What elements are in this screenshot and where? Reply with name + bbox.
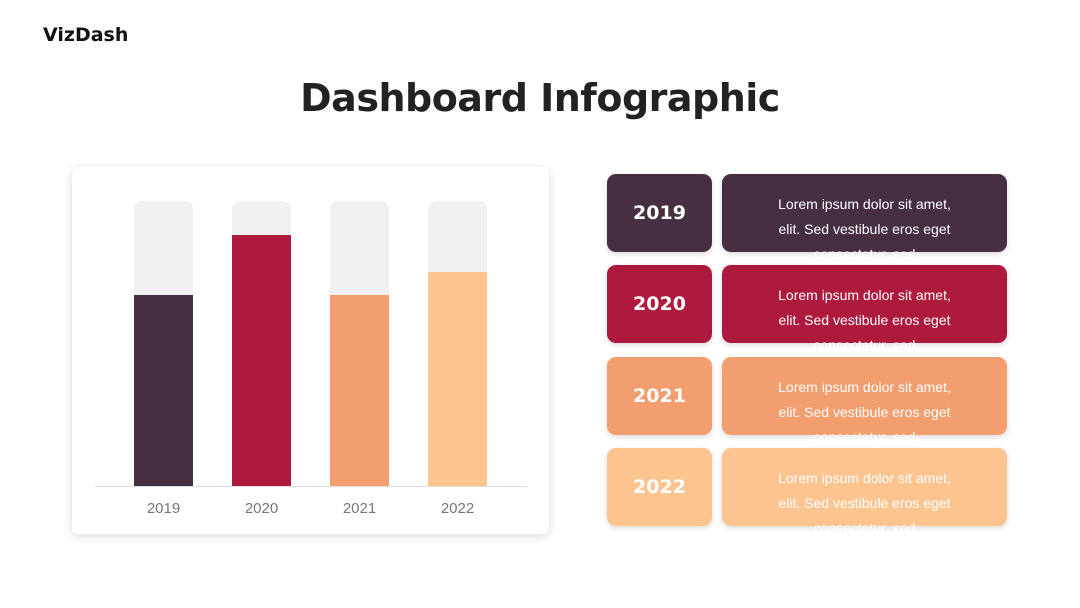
- bar: [330, 295, 389, 486]
- year-label: 2021: [607, 356, 712, 435]
- bar: [428, 272, 487, 486]
- bar-track: [232, 201, 291, 486]
- description: Lorem ipsum dolor sit amet, elit. Sed ve…: [778, 196, 951, 262]
- description: Lorem ipsum dolor sit amet, elit. Sed ve…: [778, 378, 951, 445]
- text-box: [722, 174, 1007, 252]
- bar-track: [330, 201, 389, 486]
- x-tick-label: 2020: [244, 500, 279, 517]
- description: Lorem ipsum dolor sit amet, elit. Sed ve…: [778, 469, 951, 536]
- text-box: [722, 447, 1007, 526]
- year-label: 2020: [607, 265, 712, 344]
- bar-track: [428, 201, 487, 486]
- baseline: [95, 486, 527, 487]
- text-box: [722, 265, 1007, 344]
- bar-track: [134, 201, 193, 486]
- year-label: 2019: [607, 174, 712, 252]
- description: Lorem ipsum dolor sit amet, elit. Sed ve…: [778, 287, 951, 354]
- brand: VizDash: [43, 24, 129, 46]
- x-tick-label: 2019: [146, 500, 181, 517]
- x-tick-label: 2022: [440, 500, 475, 517]
- bar: [232, 235, 291, 486]
- title: Dashboard Infographic: [300, 76, 780, 120]
- x-tick-label: 2021: [342, 500, 377, 517]
- bar: [134, 295, 193, 486]
- year-label: 2022: [607, 447, 712, 526]
- text-box: [722, 356, 1007, 435]
